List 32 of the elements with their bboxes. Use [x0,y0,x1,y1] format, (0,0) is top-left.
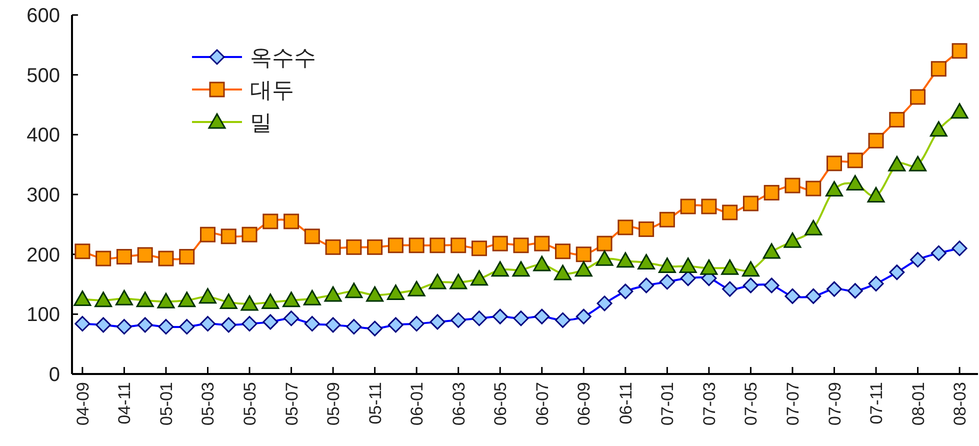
x-tick-label: 07-01 [658,382,678,426]
y-tick-label: 500 [26,64,60,87]
legend-label: 대두 [250,78,294,102]
x-tick-label: 07-07 [783,382,802,426]
x-tick-label: 08-03 [950,382,970,426]
x-tick-label: 04-11 [115,382,134,424]
x-tick-label: 06-01 [408,382,427,426]
x-tick-label: 06-05 [491,382,510,426]
y-tick-label: 600 [26,5,60,27]
y-tick-label: 200 [26,244,60,266]
x-tick-label: 08-01 [908,382,928,426]
y-tick-label: 100 [26,304,60,326]
x-tick-label: 06-03 [449,382,468,426]
x-tick-label: 07-03 [700,382,719,426]
x-tick-label: 05-09 [324,382,344,426]
x-tick-label: 05-03 [198,382,218,426]
x-tick-label: 07-05 [742,382,761,426]
y-tick-label: 0 [48,364,60,386]
y-tick-label: 300 [26,184,60,206]
x-tick-label: 04-09 [73,382,92,426]
x-tick-label: 05-01 [156,382,176,426]
x-tick-label: 06-11 [616,382,636,424]
x-tick-label: 05-11 [366,382,385,424]
x-tick-label: 06-09 [574,382,594,426]
legend-label: 옥수수 [250,45,316,70]
x-tick-label: 05-07 [282,382,302,426]
legend-label: 밀 [250,110,272,135]
x-tick-label: 05-05 [240,382,260,426]
x-tick-label: 07-11 [867,382,886,424]
x-tick-label: 06-07 [532,382,552,426]
x-tick-label: 07-09 [825,382,844,426]
y-tick-label: 400 [26,124,60,147]
